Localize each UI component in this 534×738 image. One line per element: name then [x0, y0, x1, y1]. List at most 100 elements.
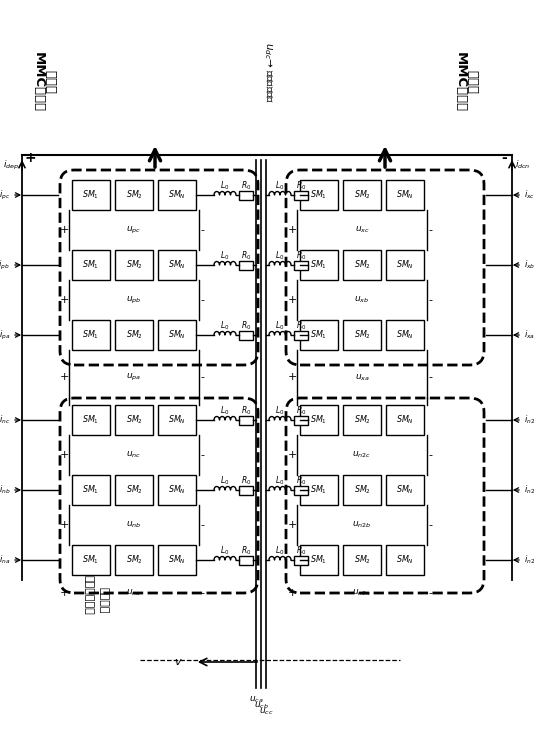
- Text: $L_0$: $L_0$: [221, 320, 230, 332]
- Text: $i_{na}$: $i_{na}$: [0, 554, 10, 566]
- Text: $SM_N$: $SM_N$: [168, 554, 186, 566]
- Bar: [72, 545, 110, 575]
- Text: $i_{xb}$: $i_{xb}$: [524, 259, 534, 272]
- Text: $i_{xa}$: $i_{xa}$: [524, 328, 534, 341]
- Text: $SM_1$: $SM_1$: [82, 259, 99, 272]
- Text: $L_0$: $L_0$: [221, 249, 230, 262]
- Text: -: -: [428, 520, 432, 530]
- Text: $u_{xc}$: $u_{xc}$: [355, 225, 370, 235]
- Text: $L_0$: $L_0$: [276, 249, 285, 262]
- Text: $SM_2$: $SM_2$: [354, 554, 371, 566]
- Text: $u_{n2c}$: $u_{n2c}$: [352, 449, 372, 461]
- Text: $SM_1$: $SM_1$: [310, 328, 327, 341]
- Text: $L_0$: $L_0$: [276, 404, 285, 417]
- Bar: [158, 320, 196, 350]
- Text: +: +: [287, 373, 297, 382]
- Text: $u_{pc}$: $u_{pc}$: [127, 224, 142, 235]
- Text: +: +: [287, 225, 297, 235]
- Text: $R_0$: $R_0$: [241, 320, 251, 332]
- Bar: [300, 250, 338, 280]
- Text: $L_0$: $L_0$: [221, 180, 230, 193]
- Text: $SM_1$: $SM_1$: [82, 483, 99, 496]
- Bar: [343, 180, 381, 210]
- Bar: [239, 331, 253, 339]
- Text: -: -: [428, 450, 432, 460]
- Text: $SM_1$: $SM_1$: [82, 414, 99, 427]
- Text: $u_{xa}$: $u_{xa}$: [355, 372, 370, 383]
- Bar: [343, 250, 381, 280]
- Text: -: -: [428, 225, 432, 235]
- Bar: [72, 405, 110, 435]
- Bar: [158, 545, 196, 575]
- Text: $i_{dcn}$: $i_{dcn}$: [515, 159, 531, 171]
- Text: $SM_2$: $SM_2$: [354, 189, 371, 201]
- Text: -: -: [501, 151, 507, 165]
- Text: $SM_N$: $SM_N$: [396, 328, 414, 341]
- Text: $R_0$: $R_0$: [296, 180, 306, 193]
- Text: $i_{nb}$: $i_{nb}$: [0, 483, 10, 496]
- Text: +: +: [59, 450, 69, 460]
- Text: $SM_2$: $SM_2$: [125, 259, 143, 272]
- Text: -: -: [428, 588, 432, 598]
- Text: $u_{n2b}$: $u_{n2b}$: [352, 520, 372, 530]
- Text: MMC换流站: MMC换流站: [453, 52, 467, 112]
- Bar: [239, 261, 253, 269]
- Bar: [386, 320, 424, 350]
- Text: +: +: [287, 588, 297, 598]
- Text: $SM_N$: $SM_N$: [168, 259, 186, 272]
- Text: $u_{pa}$: $u_{pa}$: [127, 372, 142, 383]
- Bar: [300, 475, 338, 505]
- Text: $i_{dep}$: $i_{dep}$: [3, 159, 19, 171]
- Text: -: -: [200, 450, 204, 460]
- Text: +: +: [24, 151, 36, 165]
- Text: $u_{dc}$→ 直流母线电压: $u_{dc}$→ 直流母线电压: [262, 41, 274, 103]
- Text: $L_0$: $L_0$: [276, 180, 285, 193]
- Text: $SM_N$: $SM_N$: [168, 414, 186, 427]
- Bar: [158, 180, 196, 210]
- Text: $L_0$: $L_0$: [276, 475, 285, 487]
- Bar: [294, 415, 308, 424]
- Text: $SM_1$: $SM_1$: [310, 554, 327, 566]
- Bar: [300, 180, 338, 210]
- Bar: [294, 486, 308, 494]
- Text: +: +: [59, 588, 69, 598]
- Text: +: +: [59, 295, 69, 305]
- Text: $L_0$: $L_0$: [276, 320, 285, 332]
- Bar: [115, 250, 153, 280]
- Bar: [115, 180, 153, 210]
- Text: $SM_N$: $SM_N$: [396, 554, 414, 566]
- Bar: [300, 320, 338, 350]
- Text: $SM_2$: $SM_2$: [125, 189, 143, 201]
- Text: $SM_2$: $SM_2$: [354, 328, 371, 341]
- Text: -: -: [200, 520, 204, 530]
- Text: $SM_2$: $SM_2$: [125, 483, 143, 496]
- Bar: [72, 180, 110, 210]
- Text: $R_0$: $R_0$: [296, 404, 306, 417]
- Text: $R_0$: $R_0$: [241, 404, 251, 417]
- Bar: [115, 545, 153, 575]
- Text: $i_{pa}$: $i_{pa}$: [0, 328, 10, 342]
- Text: $SM_N$: $SM_N$: [168, 328, 186, 341]
- Bar: [294, 190, 308, 199]
- Text: +: +: [59, 373, 69, 382]
- Text: $i_{n2a}$: $i_{n2a}$: [524, 554, 534, 566]
- Text: $u_{cc}$: $u_{cc}$: [258, 707, 273, 717]
- Text: $SM_2$: $SM_2$: [125, 554, 143, 566]
- Text: $SM_2$: $SM_2$: [125, 328, 143, 341]
- Bar: [386, 545, 424, 575]
- Text: -: -: [428, 373, 432, 382]
- Text: $i_{xc}$: $i_{xc}$: [524, 189, 534, 201]
- Text: 下桥臂: 下桥臂: [466, 70, 478, 94]
- Bar: [158, 405, 196, 435]
- Text: $SM_N$: $SM_N$: [168, 189, 186, 201]
- Text: -: -: [200, 588, 204, 598]
- Text: $SM_N$: $SM_N$: [396, 189, 414, 201]
- Bar: [386, 180, 424, 210]
- Bar: [115, 405, 153, 435]
- Text: $L_0$: $L_0$: [221, 545, 230, 557]
- Text: $SM_N$: $SM_N$: [396, 414, 414, 427]
- Text: 换流器的交流: 换流器的交流: [83, 575, 93, 615]
- Text: $i_{n2c}$: $i_{n2c}$: [524, 414, 534, 427]
- Bar: [294, 556, 308, 565]
- Text: $SM_1$: $SM_1$: [310, 259, 327, 272]
